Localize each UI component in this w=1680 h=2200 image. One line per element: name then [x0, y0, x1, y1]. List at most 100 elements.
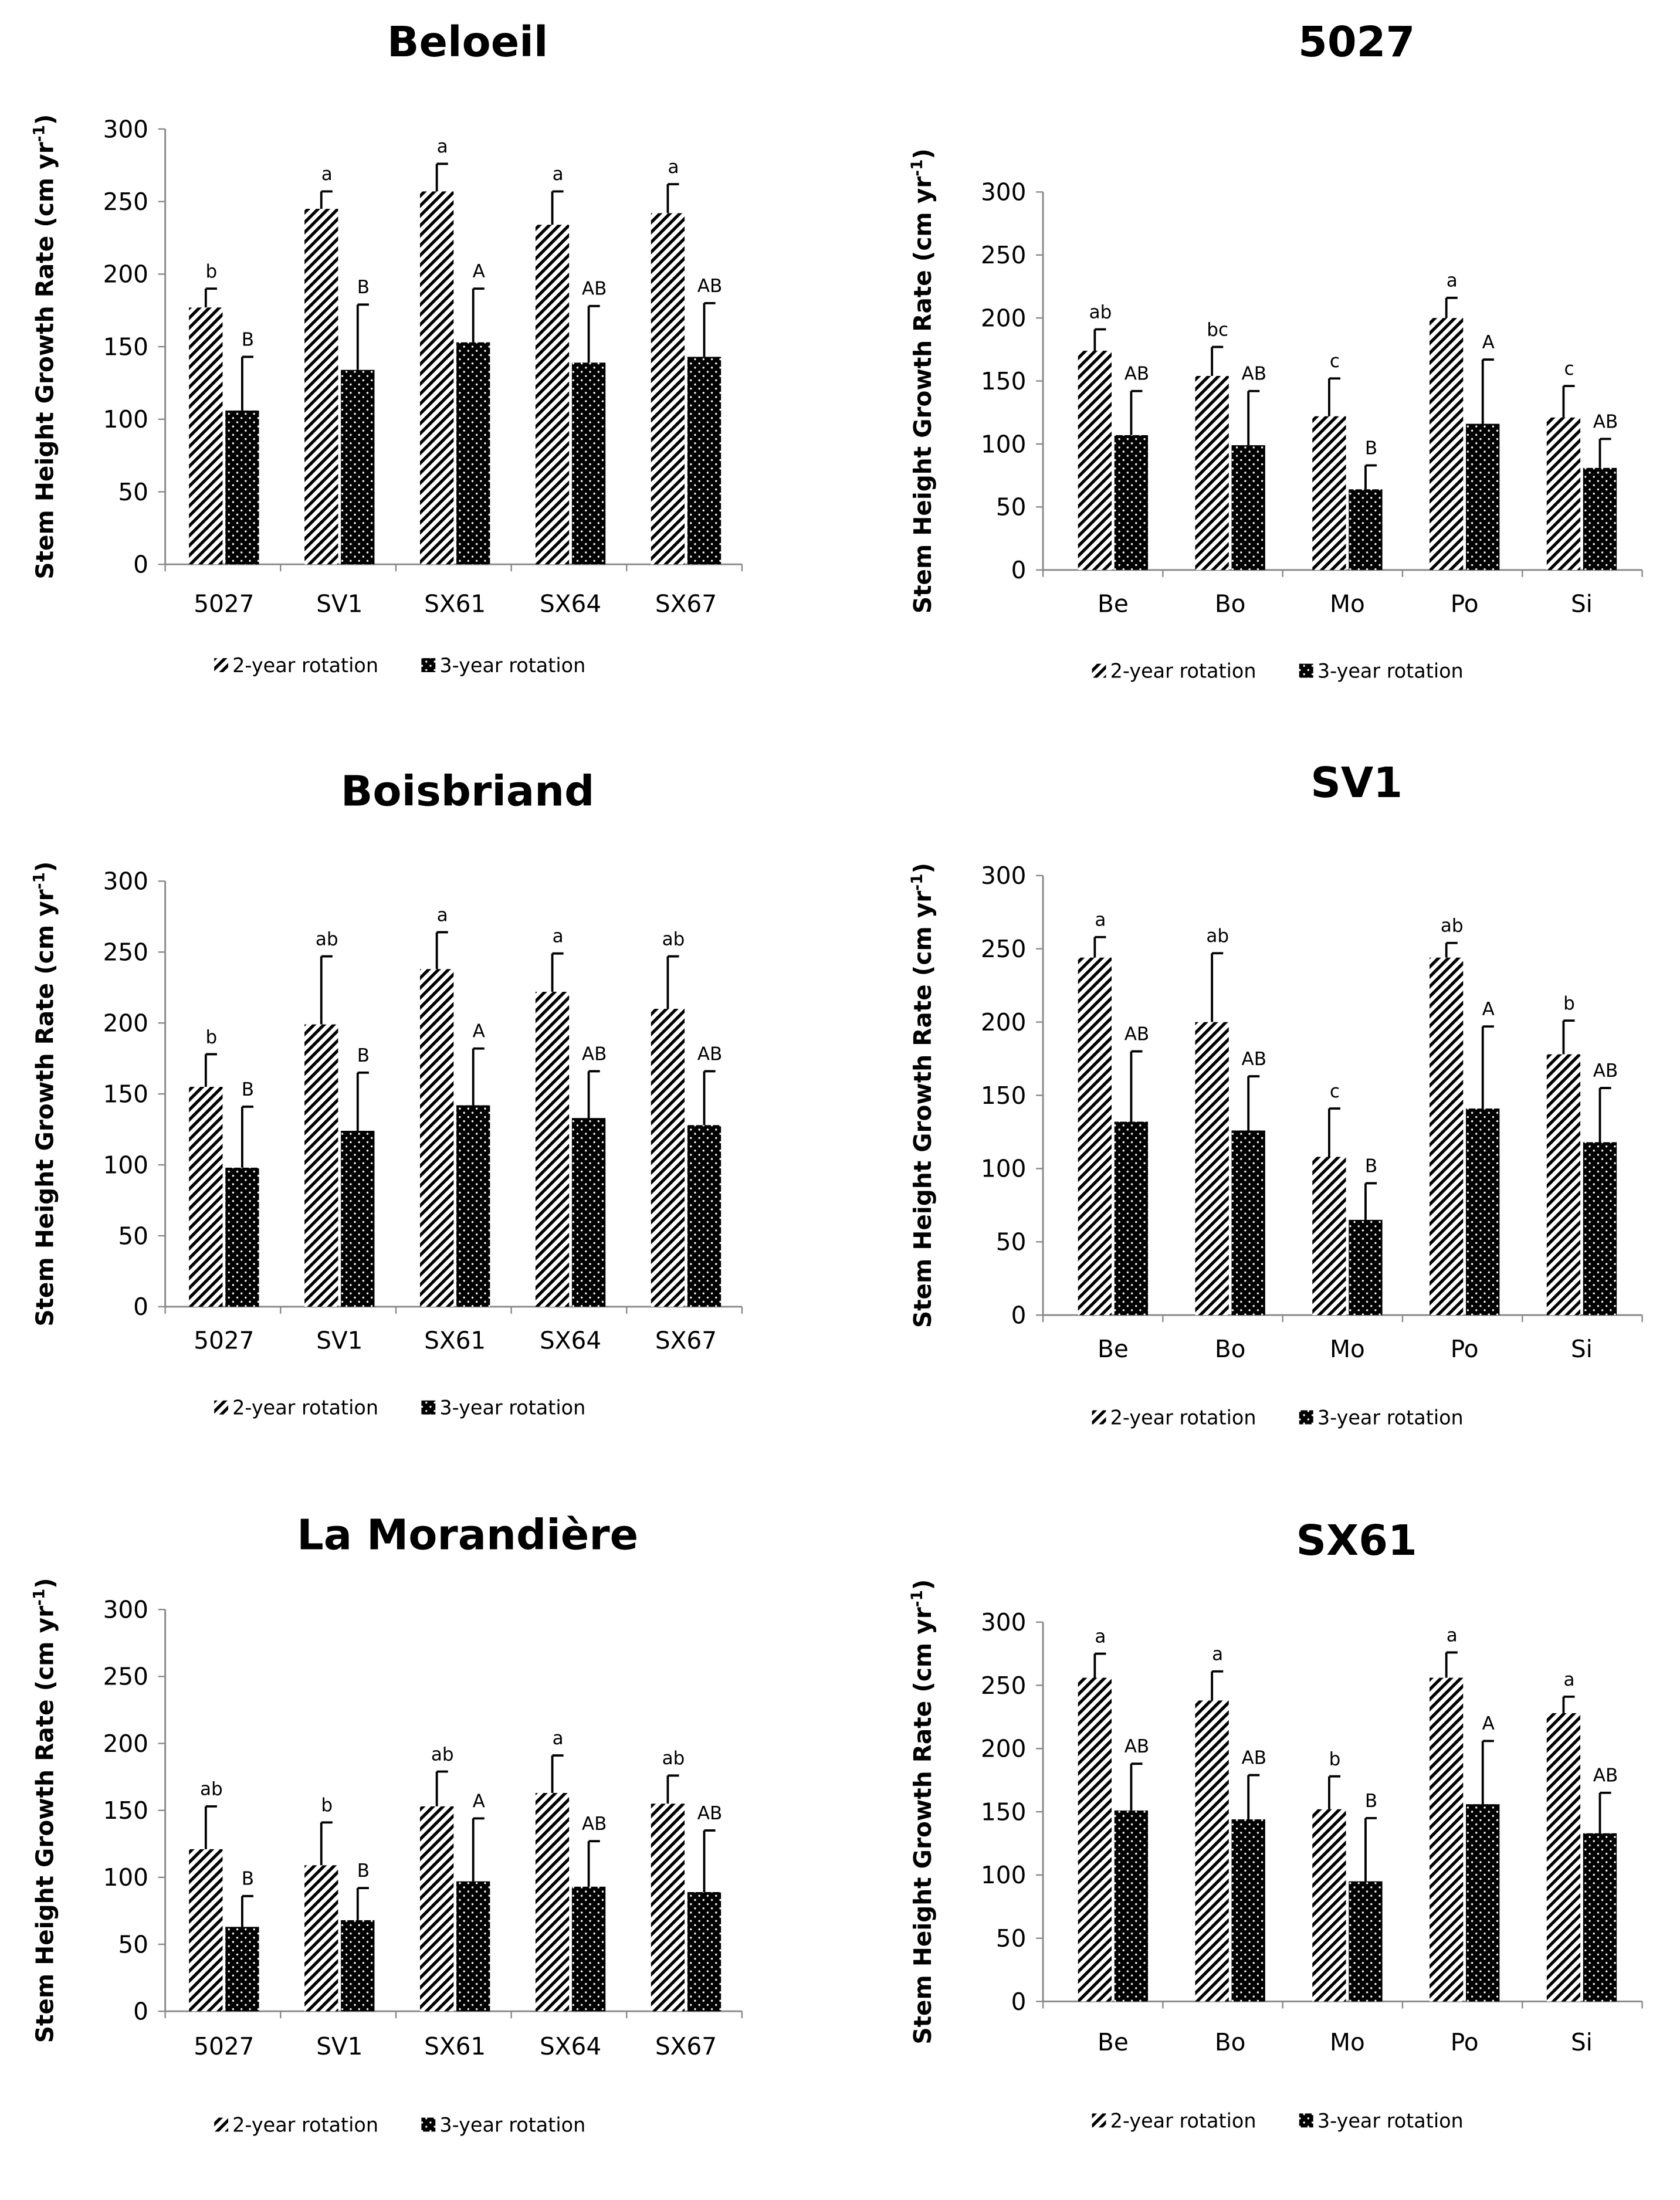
chart-beloeil: Beloeil Stem Height Growth Rate (cm yr-1)…	[0, 0, 840, 733]
legend-swatch-3-year	[421, 1400, 436, 1415]
chart-boisbriand: Boisbriand Stem Height Growth Rate (cm yr…	[0, 733, 840, 1465]
significance-letter: AB	[1124, 1736, 1150, 1757]
legend-swatch-3-year	[421, 2117, 436, 2132]
significance-letter: B	[357, 1045, 370, 1066]
chart-title: Boisbriand	[341, 767, 595, 815]
y-tick-label: 300	[981, 862, 1026, 890]
significance-letter: a	[321, 164, 333, 185]
y-tick-label: 150	[981, 1082, 1026, 1110]
x-tick-label: Si	[1571, 2028, 1593, 2056]
significance-letter: b	[206, 1026, 218, 1048]
y-tick-label: 300	[103, 1596, 148, 1624]
significance-letter: AB	[1241, 1747, 1266, 1768]
y-tick-label: 250	[103, 1663, 148, 1691]
x-tick-label: SX61	[424, 589, 486, 618]
y-tick-label: 300	[981, 1608, 1026, 1636]
y-tick-label: 0	[133, 1998, 148, 2026]
significance-letter: A	[473, 1791, 485, 1812]
x-tick-label: SX61	[424, 2032, 486, 2060]
chart-title: SX61	[1296, 1516, 1417, 1565]
chart-5027: 5027 Stem Height Growth Rate (cm yr-1) 0 50…	[840, 0, 1680, 733]
significance-letter: c	[1330, 351, 1340, 372]
bar-2-year	[651, 1804, 685, 2012]
y-tick-label: 250	[981, 1672, 1026, 1700]
y-axis-label: Stem Height Growth Rate (cm yr-1)	[909, 863, 937, 1328]
significance-letter: b	[1329, 1749, 1341, 1770]
legend-swatch-3-year	[1299, 663, 1313, 678]
bar-3-year	[1466, 423, 1500, 570]
significance-letter: b	[206, 261, 218, 282]
significance-letter: B	[1365, 1155, 1377, 1177]
significance-letter: B	[357, 277, 370, 298]
x-tick-label: SX61	[424, 1327, 486, 1355]
chart-sx61: SX61 Stem Height Growth Rate (cm yr-1) 0 50…	[840, 1465, 1680, 2198]
significance-letter: a	[553, 1728, 564, 1749]
significance-letter: B	[1365, 1791, 1377, 1812]
significance-letter: ab	[200, 1779, 223, 1800]
y-tick-label: 200	[981, 304, 1026, 332]
chart-title: Beloeil	[387, 18, 548, 66]
bar-2-year	[304, 209, 338, 565]
y-tick-label: 250	[103, 938, 148, 967]
bar-3-year	[1231, 1130, 1265, 1316]
legend-swatch-3-year	[421, 658, 436, 672]
legend-label-3-year: 3-year rotation	[439, 1396, 585, 1419]
bar-3-year	[341, 1131, 375, 1307]
bar-2-year	[535, 225, 570, 565]
bar-3-year	[456, 1881, 490, 2012]
legend-swatch-2-year	[214, 1400, 229, 1415]
x-tick-label: Be	[1098, 589, 1129, 618]
bar-3-year	[1466, 1109, 1500, 1316]
significance-letter: c	[1330, 1081, 1340, 1102]
x-tick-label: SV1	[316, 2032, 363, 2060]
y-tick-label: 100	[103, 1151, 148, 1179]
bar-3-year	[687, 1891, 722, 2012]
y-tick-label: 300	[103, 115, 148, 143]
x-tick-label: SX67	[655, 2032, 717, 2060]
significance-letter: A	[1482, 332, 1495, 353]
significance-letter: a	[668, 157, 679, 178]
y-tick-label: 50	[118, 1930, 148, 1958]
y-tick-label: 200	[103, 1009, 148, 1038]
bar-3-year	[1349, 1219, 1383, 1316]
x-tick-label: Be	[1098, 2028, 1129, 2056]
significance-letter: B	[242, 1079, 254, 1100]
x-tick-label: Po	[1451, 1335, 1479, 1363]
x-tick-label: Po	[1451, 589, 1479, 618]
x-tick-label: Si	[1571, 589, 1593, 618]
legend-label-3-year: 3-year rotation	[1317, 1406, 1464, 1429]
y-tick-label: 50	[996, 1924, 1027, 1952]
legend-swatch-2-year	[214, 2117, 229, 2132]
significance-letter: AB	[1593, 411, 1618, 432]
bar-2-year	[1312, 1809, 1346, 2002]
bar-2-year	[1546, 1054, 1581, 1316]
legend-label-2-year: 2-year rotation	[1110, 1406, 1256, 1429]
significance-letter: AB	[1593, 1060, 1618, 1082]
x-tick-label: Mo	[1330, 2028, 1365, 2056]
bar-2-year	[420, 191, 454, 565]
bar-3-year	[1231, 445, 1265, 570]
legend-swatch-3-year	[1299, 2113, 1313, 2128]
bar-3-year	[1114, 435, 1149, 570]
bar-2-year	[1195, 1022, 1229, 1316]
x-tick-label: SX64	[540, 589, 601, 618]
y-axis-label: Stem Height Growth Rate (cm yr-1)	[31, 862, 59, 1327]
x-tick-label: SX64	[540, 2032, 601, 2060]
bar-3-year	[571, 1118, 606, 1307]
y-tick-label: 250	[103, 188, 148, 216]
y-tick-label: 250	[981, 241, 1026, 269]
legend-swatch-2-year	[1092, 2113, 1106, 2128]
significance-letter: bc	[1207, 319, 1228, 340]
y-tick-label: 50	[996, 493, 1027, 521]
bar-2-year	[1078, 957, 1112, 1316]
bar-3-year	[341, 370, 375, 565]
bar-2-year	[420, 1806, 454, 2012]
bar-3-year	[456, 1105, 490, 1307]
y-tick-label: 150	[981, 1798, 1026, 1826]
x-tick-label: SV1	[316, 1327, 363, 1355]
bar-2-year	[651, 213, 685, 565]
bar-2-year	[1078, 1677, 1112, 2002]
chart-title: La Morandière	[297, 1511, 638, 1560]
x-tick-label: Mo	[1330, 589, 1365, 618]
significance-letter: A	[1482, 1713, 1495, 1734]
